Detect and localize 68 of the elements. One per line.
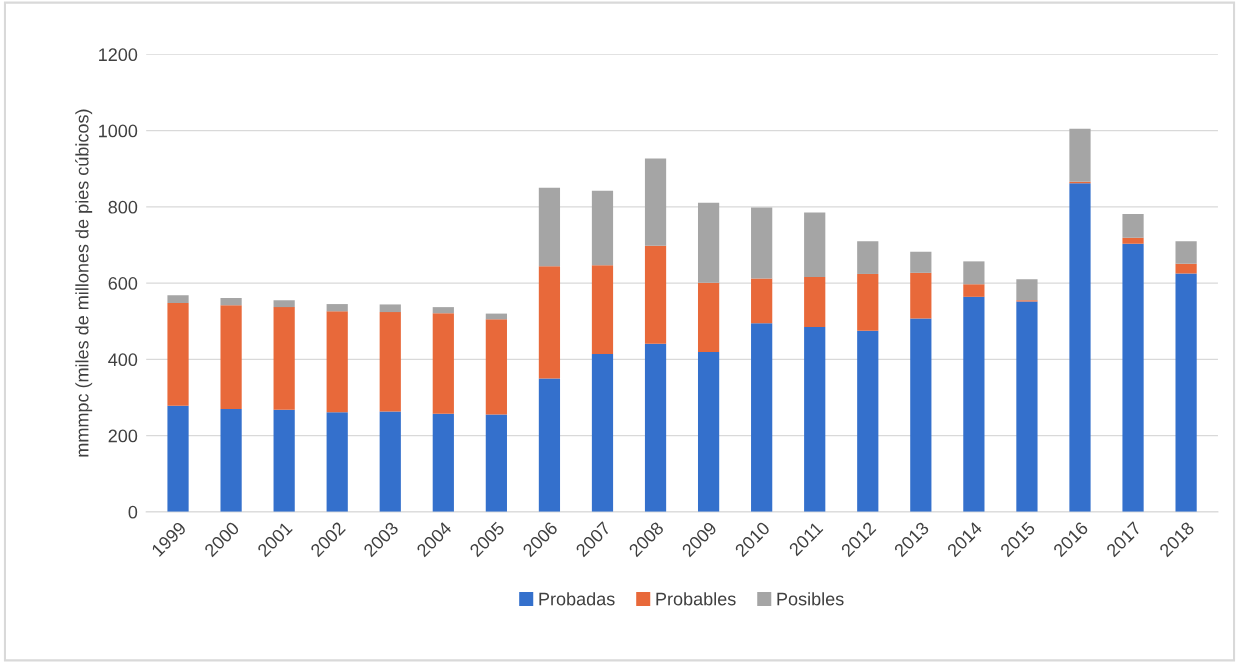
bar (326, 304, 348, 312)
bar (963, 261, 985, 285)
bar (432, 413, 454, 512)
bar (697, 282, 720, 353)
y-tick-label: 800 (108, 200, 138, 214)
bar (804, 212, 826, 277)
bar (326, 311, 348, 413)
bar (432, 307, 454, 314)
bar (1069, 128, 1091, 182)
bar (273, 307, 295, 410)
bar (963, 296, 985, 512)
bar (538, 187, 561, 267)
bar (1175, 241, 1197, 264)
bar (485, 414, 507, 512)
bar (1016, 279, 1038, 301)
bar (432, 313, 454, 414)
bar (644, 158, 667, 246)
bar (1122, 237, 1144, 244)
bar (697, 202, 720, 283)
bar (1069, 183, 1091, 512)
y-tick-label: 0 (128, 505, 138, 519)
bar (273, 409, 295, 512)
y-tick-label: 600 (108, 277, 138, 290)
bar (379, 312, 401, 412)
bar (857, 330, 879, 512)
legend-label: Posibles (777, 592, 844, 606)
bar (963, 284, 985, 297)
bar (220, 305, 242, 409)
bar (379, 304, 401, 313)
bar (1122, 214, 1144, 238)
bar (804, 277, 826, 327)
bar (591, 190, 614, 266)
y-axis-title: mmmpc (miles de millones de pies cúbicos) (75, 109, 93, 457)
bar (751, 278, 773, 324)
bar (857, 273, 879, 331)
bar (220, 297, 242, 306)
bar (910, 318, 932, 512)
bar (804, 326, 826, 512)
legend-label: Probadas (539, 592, 615, 606)
bar (591, 354, 614, 512)
bar (167, 405, 189, 512)
y-tick-label: 200 (108, 429, 138, 443)
y-tick-label: 1000 (99, 124, 138, 138)
bar (538, 378, 561, 512)
bar (167, 295, 189, 303)
bar (910, 272, 932, 319)
bar (326, 412, 348, 512)
bar (751, 323, 773, 512)
bar (910, 251, 932, 273)
bar (857, 241, 879, 274)
bar (379, 411, 401, 512)
bar (751, 207, 773, 279)
legend-label: Probables (656, 592, 736, 606)
bar (644, 245, 667, 344)
bar (273, 300, 295, 308)
bar (1175, 263, 1197, 274)
bar (644, 343, 667, 512)
y-tick-label: 1200 (99, 48, 138, 62)
bar (1122, 243, 1144, 512)
bar (591, 265, 614, 355)
bar (485, 319, 507, 415)
bar (1016, 301, 1038, 512)
bar (167, 302, 189, 406)
y-tick-label: 400 (108, 353, 138, 367)
bar (1175, 273, 1197, 512)
bar (220, 408, 242, 512)
bar (697, 352, 720, 512)
bar (538, 266, 561, 379)
